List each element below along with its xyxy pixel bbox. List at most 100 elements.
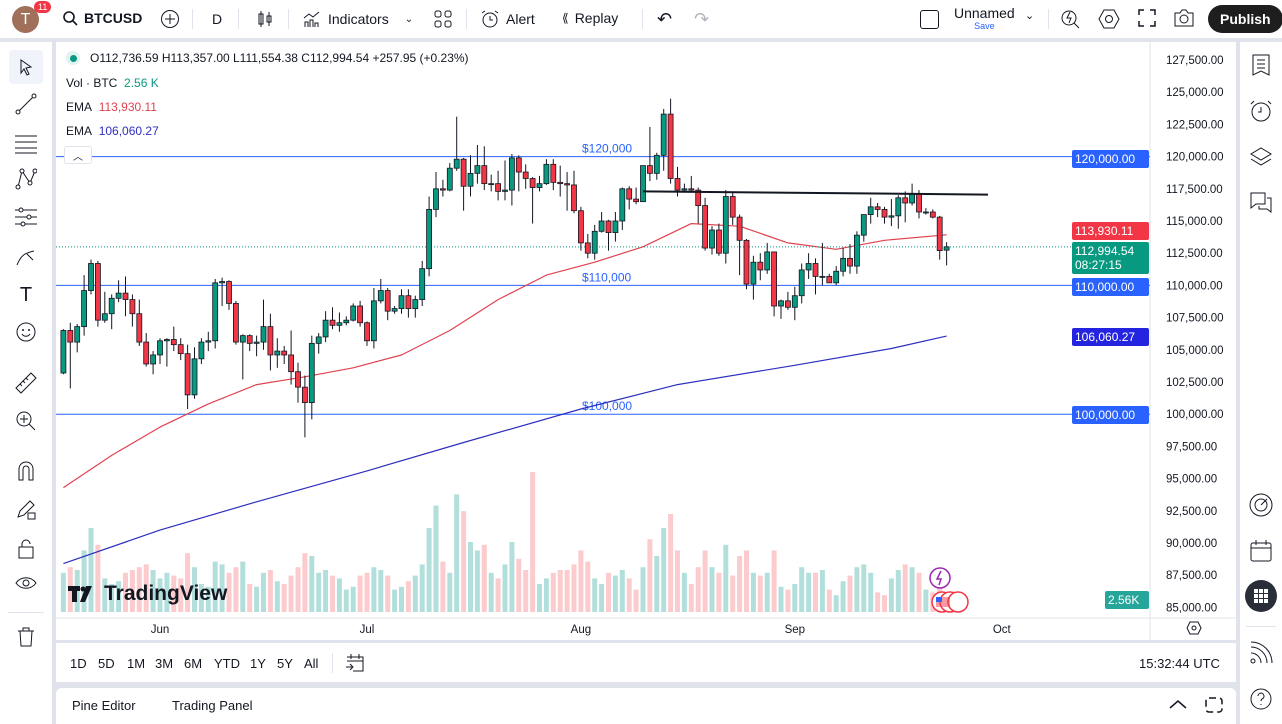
brush-tool[interactable] <box>9 240 43 274</box>
lock-drawings-tool[interactable] <box>9 532 43 566</box>
broadcast-icon <box>1250 641 1273 664</box>
tab-trading-panel[interactable]: Trading Panel <box>172 698 253 713</box>
settings-button[interactable] <box>1098 8 1120 30</box>
stay-in-drawing-mode-tool[interactable] <box>9 492 43 526</box>
ema-fast-legend[interactable]: EMA 113,930.11 <box>66 100 157 114</box>
timezone-clock[interactable]: 15:32:44 UTC <box>1139 656 1220 671</box>
text-tool[interactable]: T <box>9 278 43 312</box>
magnet-icon <box>18 461 34 481</box>
volume-bar <box>288 575 294 612</box>
calendar-button[interactable] <box>1244 534 1278 568</box>
chats-button[interactable] <box>1244 186 1278 220</box>
compare-symbol-button[interactable] <box>160 9 180 29</box>
help-button[interactable] <box>1244 682 1278 716</box>
square-icon <box>920 10 939 29</box>
volume-bar <box>364 572 370 612</box>
publish-button[interactable]: Publish <box>1208 5 1282 33</box>
horizontal-lines-tool[interactable] <box>9 126 43 160</box>
volume-bar <box>606 572 611 612</box>
object-tree-button[interactable] <box>1244 140 1278 174</box>
range-ytd[interactable]: YTD <box>214 656 240 671</box>
snapshot-button[interactable] <box>1173 8 1195 28</box>
chevron-down-icon: ⌄ <box>1025 10 1035 22</box>
alerts-button[interactable] <box>1244 94 1278 128</box>
range-5y[interactable]: 5Y <box>277 656 293 671</box>
range-1m[interactable]: 1M <box>127 656 146 671</box>
news-stream-button[interactable] <box>1244 636 1278 670</box>
volume-bar <box>543 578 549 612</box>
screener-button[interactable] <box>1244 488 1278 522</box>
layout-menu-chevron[interactable]: ⌄ <box>1025 9 1034 22</box>
forecast-tool[interactable] <box>9 200 43 234</box>
fullscreen-button[interactable] <box>1138 9 1156 27</box>
range-6m[interactable]: 6M <box>184 656 203 671</box>
candle-body <box>529 178 536 188</box>
save-link[interactable]: Save <box>974 21 995 31</box>
candle-body <box>315 336 322 344</box>
volume-bar <box>799 567 805 612</box>
pattern-tool[interactable] <box>9 162 43 196</box>
tab-pine-editor[interactable]: Pine Editor <box>72 698 136 713</box>
indicators-button[interactable]: Indicators ⌄ <box>302 9 413 29</box>
volume-bar <box>847 575 853 612</box>
economic-events-icon <box>929 567 969 613</box>
hide-drawings-tool[interactable] <box>9 567 43 601</box>
candle-body <box>343 319 350 324</box>
quick-search-button[interactable] <box>1060 8 1080 30</box>
redo-button[interactable]: ↷ <box>694 9 709 30</box>
interval-button[interactable]: D <box>212 11 223 27</box>
volume-bar <box>654 556 660 612</box>
emoji-tool[interactable] <box>9 315 43 349</box>
measure-tool[interactable] <box>9 366 43 400</box>
chevron-down-icon[interactable]: ⌄ <box>404 13 414 25</box>
volume-bar <box>440 561 446 612</box>
replay-button[interactable]: ⟪ Replay <box>562 10 618 26</box>
price-axis-tick: 120,000.00 <box>1166 152 1224 164</box>
candle-body <box>495 183 502 192</box>
ema-slow-legend[interactable]: EMA 106,060.27 <box>66 124 159 138</box>
volume-bar <box>468 542 473 612</box>
magnet-tool[interactable] <box>9 454 43 488</box>
alert-button[interactable]: Alert <box>480 9 535 29</box>
volume-bar <box>695 567 701 612</box>
user-avatar[interactable]: T 11 <box>12 1 52 33</box>
expand-panel-button[interactable] <box>1168 696 1188 715</box>
candle-body <box>522 171 529 179</box>
time-axis-settings-button[interactable] <box>1186 620 1202 639</box>
cursor-tool[interactable] <box>9 50 43 84</box>
layout-checkbox[interactable] <box>920 10 939 29</box>
time-axis-label: Jun <box>151 624 170 636</box>
volume-bar <box>578 550 584 612</box>
range-3m[interactable]: 3M <box>155 656 174 671</box>
volume-value: 2.56 K <box>124 76 159 90</box>
watchlist-button[interactable] <box>1244 48 1278 82</box>
indicators-label: Indicators <box>328 11 389 27</box>
range-all[interactable]: All <box>304 656 319 671</box>
trend-line-tool[interactable] <box>9 87 43 121</box>
candle-body <box>515 157 522 173</box>
chart-type-button[interactable] <box>256 9 274 29</box>
range-1d[interactable]: 1D <box>70 656 87 671</box>
zoom-tool[interactable] <box>9 404 43 438</box>
candle-body <box>384 290 391 312</box>
undo-button[interactable]: ↶ <box>657 9 672 30</box>
range-5d[interactable]: 5D <box>98 656 115 671</box>
alarm-clock-plus-icon <box>481 10 499 28</box>
symbol-search[interactable]: BTCUSD <box>62 10 142 26</box>
candle-body <box>778 300 784 307</box>
layouts-button[interactable] <box>434 10 452 28</box>
volume-legend[interactable]: Vol · BTC 2.56 K <box>66 76 159 90</box>
remove-drawings-tool[interactable] <box>9 620 43 654</box>
maximize-panel-button[interactable] <box>1204 696 1224 717</box>
chart-pane[interactable]: $120,000 $110,000 $100,000 127,500.00 125,00… <box>56 42 1236 640</box>
range-1y[interactable]: 1Y <box>250 656 266 671</box>
products-button[interactable] <box>1244 579 1278 613</box>
layout-name-button[interactable]: Unnamed Save <box>954 5 1015 31</box>
go-to-date-button[interactable] <box>345 653 365 676</box>
candle-body <box>129 299 136 315</box>
collapse-legend-button[interactable]: ︿ <box>64 146 92 164</box>
volume-bar <box>357 575 363 612</box>
price-chart[interactable]: $120,000 $110,000 $100,000 127,500.00 125,00… <box>56 42 1236 640</box>
events-markers[interactable] <box>928 566 978 617</box>
candle-body <box>716 229 722 254</box>
